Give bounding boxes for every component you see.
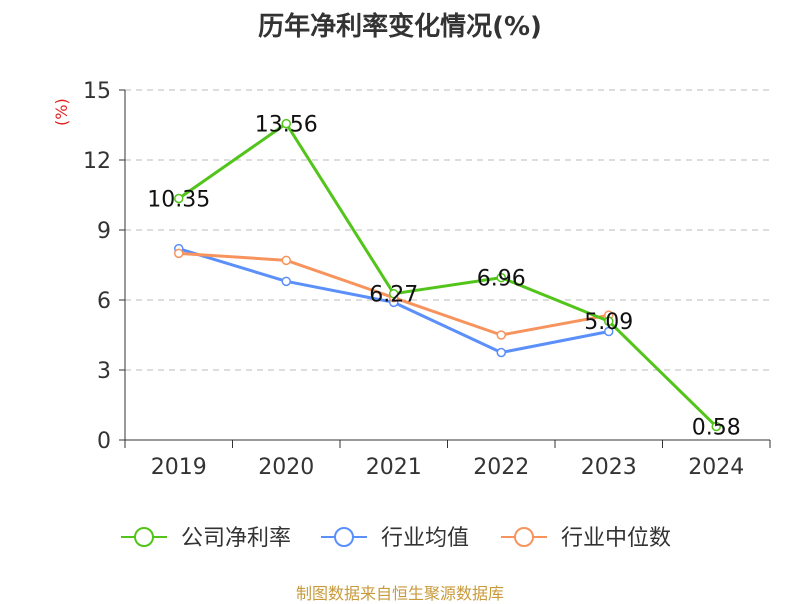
data-label: 6.96 bbox=[477, 267, 526, 292]
y-tick-label: 9 bbox=[97, 219, 111, 244]
legend-marker bbox=[334, 527, 354, 547]
y-tick-label: 12 bbox=[83, 149, 111, 174]
legend-marker bbox=[514, 527, 534, 547]
data-point bbox=[496, 272, 506, 283]
data-label: 13.56 bbox=[255, 113, 318, 138]
data-label: 6.27 bbox=[369, 283, 418, 308]
data-point bbox=[604, 316, 614, 326]
legend-marker bbox=[134, 527, 154, 547]
data-label: 10.35 bbox=[147, 188, 210, 213]
data-point bbox=[281, 118, 291, 129]
x-tick-label: 2023 bbox=[581, 455, 637, 480]
y-tick-label: 15 bbox=[83, 79, 111, 104]
data-point bbox=[281, 255, 291, 266]
y-tick-label: 3 bbox=[97, 359, 111, 384]
data-point bbox=[496, 347, 506, 358]
data-point bbox=[389, 288, 399, 299]
chart-title: 历年净利率变化情况(%) bbox=[258, 12, 542, 42]
x-tick-label: 2021 bbox=[366, 455, 422, 480]
legend-label: 行业均值 bbox=[381, 526, 469, 551]
data-label: 5.09 bbox=[584, 310, 633, 335]
x-tick-label: 2024 bbox=[688, 455, 744, 480]
data-point bbox=[496, 330, 506, 340]
data-point bbox=[174, 248, 184, 259]
x-tick-label: 2022 bbox=[473, 455, 529, 480]
y-tick-label: 6 bbox=[97, 289, 111, 314]
legend-label: 公司净利率 bbox=[181, 526, 291, 551]
data-point bbox=[711, 421, 721, 432]
data-point bbox=[281, 276, 291, 287]
y-tick-label: 0 bbox=[97, 429, 111, 454]
data-point bbox=[604, 326, 614, 337]
series-line bbox=[177, 122, 718, 428]
x-tick-label: 2019 bbox=[151, 455, 207, 480]
data-source-note: 制图数据来自恒生聚源数据库 bbox=[295, 584, 504, 603]
legend-label: 行业中位数 bbox=[561, 526, 671, 551]
data-label: 0.58 bbox=[692, 415, 741, 440]
x-tick-label: 2020 bbox=[258, 455, 314, 480]
data-point bbox=[174, 193, 184, 204]
